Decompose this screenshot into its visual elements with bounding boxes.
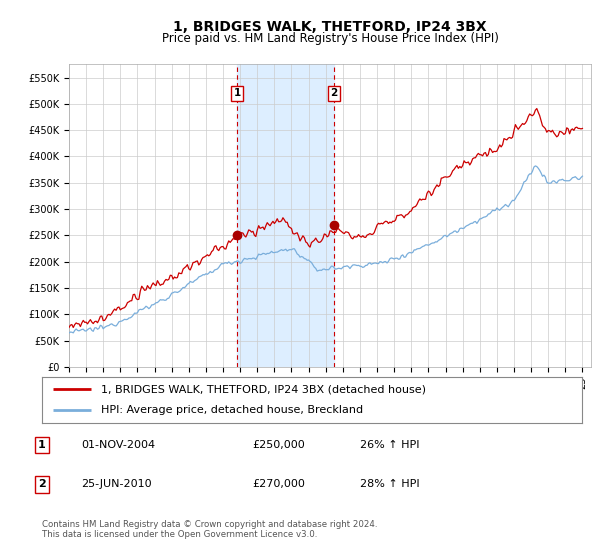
Text: 2: 2 <box>331 88 338 99</box>
Text: 1, BRIDGES WALK, THETFORD, IP24 3BX (detached house): 1, BRIDGES WALK, THETFORD, IP24 3BX (det… <box>101 384 427 394</box>
Text: 1: 1 <box>233 88 241 99</box>
Text: Contains HM Land Registry data © Crown copyright and database right 2024.
This d: Contains HM Land Registry data © Crown c… <box>42 520 377 539</box>
Text: 2: 2 <box>38 479 46 489</box>
Text: HPI: Average price, detached house, Breckland: HPI: Average price, detached house, Brec… <box>101 405 364 416</box>
Text: £270,000: £270,000 <box>252 479 305 489</box>
Text: £250,000: £250,000 <box>252 440 305 450</box>
Text: 1, BRIDGES WALK, THETFORD, IP24 3BX: 1, BRIDGES WALK, THETFORD, IP24 3BX <box>173 20 487 34</box>
Bar <box>237 64 334 367</box>
Text: 26% ↑ HPI: 26% ↑ HPI <box>360 440 419 450</box>
Text: 01-NOV-2004: 01-NOV-2004 <box>81 440 155 450</box>
Text: 1: 1 <box>38 440 46 450</box>
Text: 28% ↑ HPI: 28% ↑ HPI <box>360 479 419 489</box>
Text: 25-JUN-2010: 25-JUN-2010 <box>81 479 152 489</box>
Text: Price paid vs. HM Land Registry's House Price Index (HPI): Price paid vs. HM Land Registry's House … <box>161 32 499 45</box>
